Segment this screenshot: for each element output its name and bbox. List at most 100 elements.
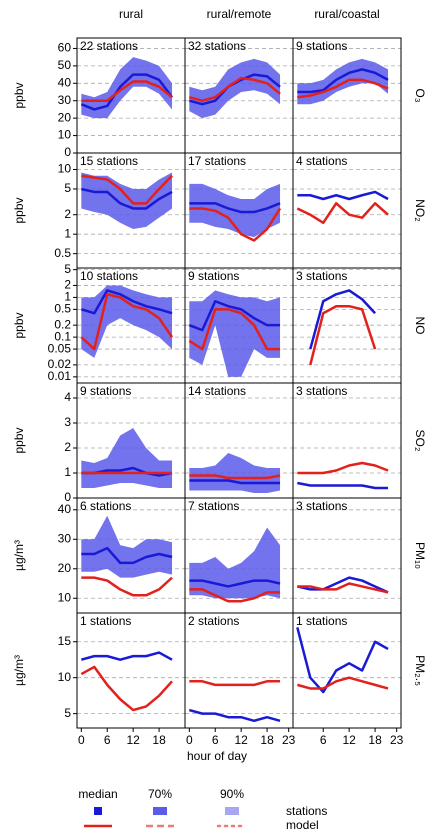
y-tick-label: 2: [64, 207, 71, 221]
median-line: [80, 73, 174, 111]
y-tick-label: 40: [58, 75, 72, 89]
panel-frame: [76, 612, 186, 729]
median-line: [189, 588, 281, 603]
y-tick-label: 50: [58, 58, 72, 72]
station-count: 7 stations: [188, 499, 239, 513]
median-line: [188, 300, 281, 332]
y-axis-label: ppbv: [12, 82, 26, 108]
station-count: 14 stations: [188, 384, 246, 398]
panel-frame: [184, 612, 294, 729]
median-line: [297, 461, 389, 475]
median-line: [189, 680, 281, 687]
legend-swatch: [153, 807, 167, 815]
x-tick-label: 0: [78, 733, 85, 747]
median-line: [296, 676, 389, 690]
y-tick-label: 40: [58, 502, 72, 516]
station-count: 10 stations: [80, 269, 138, 283]
y-tick-label: 0.05: [48, 341, 72, 355]
y-tick-label: 10: [58, 590, 72, 604]
median-line: [297, 78, 389, 99]
row-label: PM₁₀: [413, 542, 427, 569]
median-line: [297, 582, 389, 594]
band-70: [189, 290, 281, 377]
band-70: [81, 172, 173, 230]
row-label: NO: [413, 317, 427, 335]
y-tick-label: 60: [58, 41, 72, 55]
station-count: 17 stations: [188, 154, 246, 168]
y-tick-label: 30: [58, 531, 72, 545]
x-tick-label: 12: [342, 733, 356, 747]
y-tick-label: 10: [58, 670, 72, 684]
station-count: 1 stations: [80, 614, 131, 628]
band-70: [189, 527, 281, 599]
y-tick-label: 20: [58, 561, 72, 575]
y-tick-label: 0.5: [54, 302, 71, 316]
panel-frame: [292, 612, 402, 729]
x-tick-label: 23: [390, 733, 404, 747]
y-tick-label: 5: [64, 706, 71, 720]
y-axis-label: ppbv: [12, 197, 26, 223]
median-line: [296, 627, 389, 694]
panel: [185, 48, 293, 153]
row-label: NO₂: [413, 199, 427, 222]
panel: [77, 169, 185, 255]
x-tick-label: 6: [212, 733, 219, 747]
panel: [185, 269, 293, 378]
column-title: rural/remote: [207, 7, 272, 21]
y-tick-label: 2: [64, 440, 71, 454]
panel: [293, 627, 401, 715]
y-tick-label: 0.1: [54, 329, 71, 343]
median-line: [188, 708, 281, 723]
y-tick-label: 1: [64, 226, 71, 240]
panel-frame: [292, 382, 402, 499]
median-line: [296, 202, 389, 225]
median-line: [80, 651, 173, 661]
panel: [293, 169, 401, 255]
y-axis-label: ppbv: [12, 312, 26, 338]
x-tick-label: 6: [320, 733, 327, 747]
panel: [185, 169, 293, 255]
panel: [77, 269, 185, 378]
y-axis-label: µg/m³: [12, 655, 26, 686]
panel: [293, 397, 401, 498]
band-70: [189, 58, 281, 119]
station-count: 3 stations: [296, 269, 347, 283]
median-line: [297, 190, 389, 201]
median-line: [297, 576, 389, 594]
legend-swatch: [225, 807, 239, 815]
median-line: [297, 481, 389, 490]
median-line: [189, 474, 281, 480]
x-tick-label: 12: [234, 733, 248, 747]
median-line: [80, 289, 173, 315]
station-count: 3 stations: [296, 499, 347, 513]
panel: [185, 397, 293, 498]
station-count: 6 stations: [80, 499, 131, 513]
panel: [185, 509, 293, 603]
legend-swatch: [94, 807, 102, 815]
row-label: O₃: [413, 88, 427, 102]
x-tick-label: 6: [104, 733, 111, 747]
y-tick-label: 1: [64, 290, 71, 304]
y-tick-label: 0: [64, 145, 71, 159]
band-70: [81, 428, 173, 488]
median-line: [81, 546, 173, 565]
x-axis-label: hour of day: [187, 749, 247, 763]
panel: [293, 48, 401, 153]
y-tick-label: 0.5: [54, 246, 71, 260]
station-count: 9 stations: [296, 39, 347, 53]
y-tick-label: 30: [58, 93, 72, 107]
median-line: [81, 576, 173, 597]
station-count: 3 stations: [296, 384, 347, 398]
median-line: [189, 207, 282, 242]
row-label: PM₂.₅: [413, 655, 427, 686]
y-tick-label: 4: [64, 390, 71, 404]
y-tick-label: 5: [64, 181, 71, 195]
median-line: [80, 293, 174, 351]
station-count: 22 stations: [80, 39, 138, 53]
panel: [293, 509, 401, 599]
y-tick-label: 15: [58, 634, 72, 648]
x-tick-label: 23: [282, 733, 296, 747]
median-line: [189, 479, 281, 485]
median-line: [309, 304, 377, 366]
y-tick-label: 20: [58, 110, 72, 124]
